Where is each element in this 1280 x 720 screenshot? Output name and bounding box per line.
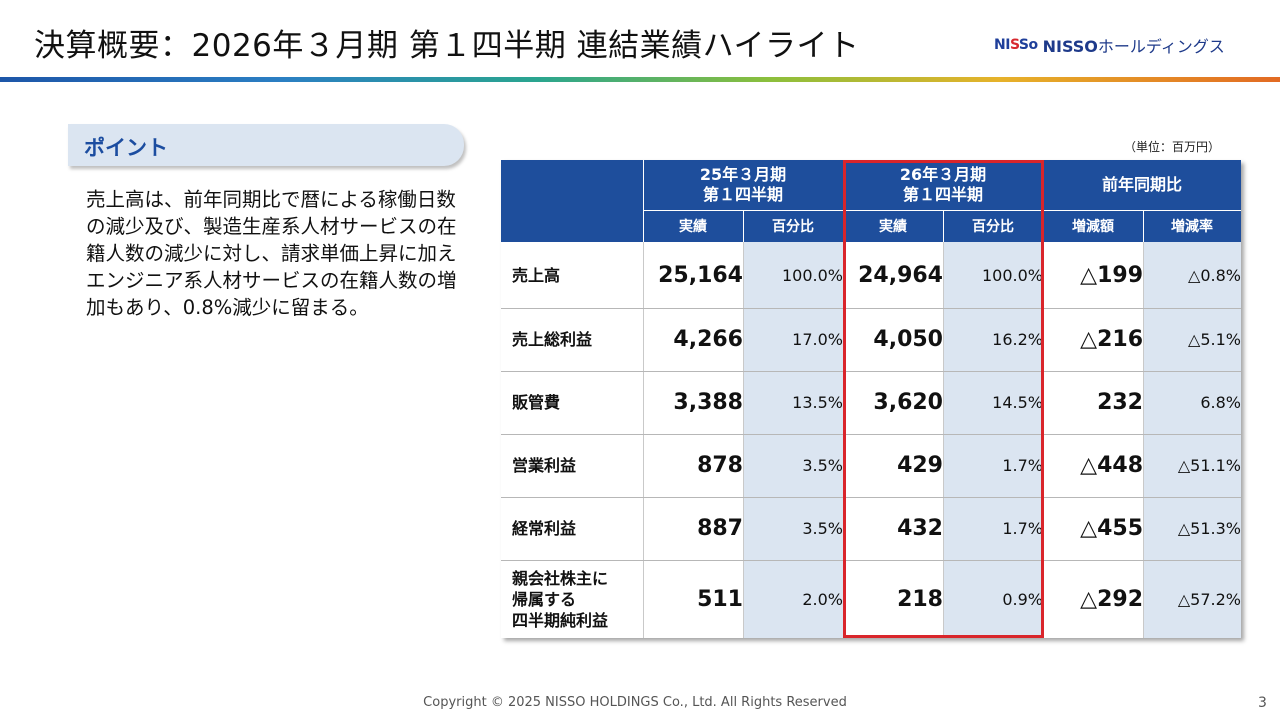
table-group-header: 25年３月期 第１四半期: [643, 160, 843, 210]
copyright: Copyright © 2025 NISSO HOLDINGS Co., Ltd…: [423, 695, 847, 710]
row-label-line: 販管費: [512, 393, 561, 412]
header-divider: [643, 160, 644, 242]
current-percent-cell: 100.0%: [981, 265, 1043, 285]
row-divider: [501, 497, 1241, 498]
row-label-line: 売上総利益: [512, 330, 593, 349]
current-percent-cell: 14.5%: [992, 393, 1043, 412]
table-group-header: 前年同期比: [1043, 160, 1241, 210]
row-label: 売上総利益: [501, 308, 643, 371]
row-divider: [501, 560, 1241, 561]
table-group-header: 26年３月期 第１四半期: [843, 160, 1043, 210]
group-header-line1: 25年３月期: [699, 165, 787, 184]
row-label-line: 営業利益: [512, 456, 577, 475]
table-subheader: 百分比: [743, 210, 843, 242]
prev-amount-cell: 878: [697, 453, 743, 478]
current-percent-cell: 1.7%: [1002, 456, 1043, 475]
current-percent-cell: 16.2%: [992, 330, 1043, 349]
header-divider: [943, 210, 944, 242]
row-label: 営業利益: [501, 434, 643, 497]
table-header-corner: [501, 160, 643, 242]
row-label: 親会社株主に 帰属する 四半期純利益: [501, 560, 643, 638]
prev-percent-cell: 3.5%: [802, 519, 843, 538]
group-header-line1: 前年同期比: [1101, 175, 1182, 194]
yoy-difference-cell: △216: [1080, 327, 1143, 352]
prev-amount-cell: 887: [697, 516, 743, 541]
prev-amount-cell: 25,164: [658, 262, 743, 288]
prev-amount-cell: 3,388: [673, 390, 743, 415]
company-logo: NISSo NISSOホールディングス: [994, 34, 1225, 56]
current-amount-cell: 429: [897, 453, 943, 478]
row-divider: [501, 308, 1241, 309]
yoy-rate-cell: △51.1%: [1177, 456, 1241, 475]
row-label-line: 売上高: [512, 265, 561, 285]
table-subheader: 百分比: [943, 210, 1043, 242]
yoy-difference-cell: △448: [1080, 453, 1143, 478]
group-header-line1: 26年３月期: [899, 165, 987, 184]
logo-company-name: NISSOホールディングス: [1042, 37, 1225, 56]
current-amount-cell: 218: [897, 586, 943, 612]
prev-amount-cell: 4,266: [673, 327, 743, 352]
prev-percent-cell: 13.5%: [792, 393, 843, 412]
yoy-difference-cell: △199: [1080, 262, 1143, 288]
column-divider: [1143, 242, 1144, 638]
nisso-logo-mark: NISSo: [994, 37, 1038, 53]
yoy-rate-cell: △51.3%: [1177, 519, 1241, 538]
prev-percent-cell: 17.0%: [792, 330, 843, 349]
current-percent-cell: 0.9%: [1002, 589, 1043, 609]
page-number: 3: [1258, 695, 1267, 711]
point-heading-box: ポイント: [68, 124, 464, 166]
prev-percent-cell: 2.0%: [802, 589, 843, 609]
table-subheader: 増減額: [1043, 210, 1143, 242]
current-amount-cell: 432: [897, 516, 943, 541]
table-subheader: 実績: [643, 210, 743, 242]
row-divider: [501, 371, 1241, 372]
results-table: 25年３月期 第１四半期 26年３月期 第１四半期 前年同期比 実績 百分比 実績 百分比 増減額…: [501, 160, 1241, 638]
current-amount-cell: 24,964: [858, 262, 943, 288]
yoy-rate-cell: △5.1%: [1188, 330, 1241, 349]
prev-percent-cell: 3.5%: [802, 456, 843, 475]
slide-title: 決算概要：2026年３月期 第１四半期 連結業績ハイライト: [34, 28, 860, 64]
header-divider: [743, 210, 744, 242]
row-label-line: 帰属する: [512, 589, 577, 609]
unit-note: （単位：百万円）: [1124, 140, 1221, 154]
prev-percent-cell: 100.0%: [781, 265, 843, 285]
column-divider: [743, 242, 744, 638]
row-divider: [501, 434, 1241, 435]
yoy-rate-cell: 6.8%: [1200, 393, 1241, 412]
row-label: 売上高: [501, 242, 643, 308]
row-label: 経常利益: [501, 497, 643, 560]
table-subheader: 増減率: [1143, 210, 1241, 242]
header-divider: [1143, 210, 1144, 242]
yoy-difference-cell: △292: [1080, 586, 1143, 612]
column-divider: [643, 242, 644, 638]
group-header-line2: 第１四半期: [902, 185, 983, 204]
row-label-line: 四半期純利益: [512, 610, 609, 630]
point-heading: ポイント: [84, 136, 168, 160]
table-subheader: 実績: [843, 210, 943, 242]
current-amount-cell: 4,050: [873, 327, 943, 352]
group-header-line2: 第１四半期: [702, 185, 783, 204]
header-color-rule: [0, 77, 1280, 82]
current-percent-cell: 1.7%: [1002, 519, 1043, 538]
row-label-line: 経常利益: [512, 519, 577, 538]
current-amount-cell: 3,620: [873, 390, 943, 415]
yoy-rate-cell: △57.2%: [1177, 589, 1241, 609]
yoy-difference-cell: △455: [1080, 516, 1143, 541]
column-divider: [943, 242, 944, 638]
header-divider: [643, 210, 1241, 211]
current-period-highlight: [843, 160, 1044, 638]
yoy-difference-cell: 232: [1097, 390, 1143, 415]
summary-text: 売上高は、前年同期比で暦による稼働日数の減少及び、製造生産系人材サービスの在籍人…: [86, 188, 457, 319]
prev-amount-cell: 511: [697, 586, 743, 612]
yoy-rate-cell: △0.8%: [1188, 265, 1241, 285]
row-label-line: 親会社株主に: [512, 568, 609, 588]
row-label: 販管費: [501, 371, 643, 434]
